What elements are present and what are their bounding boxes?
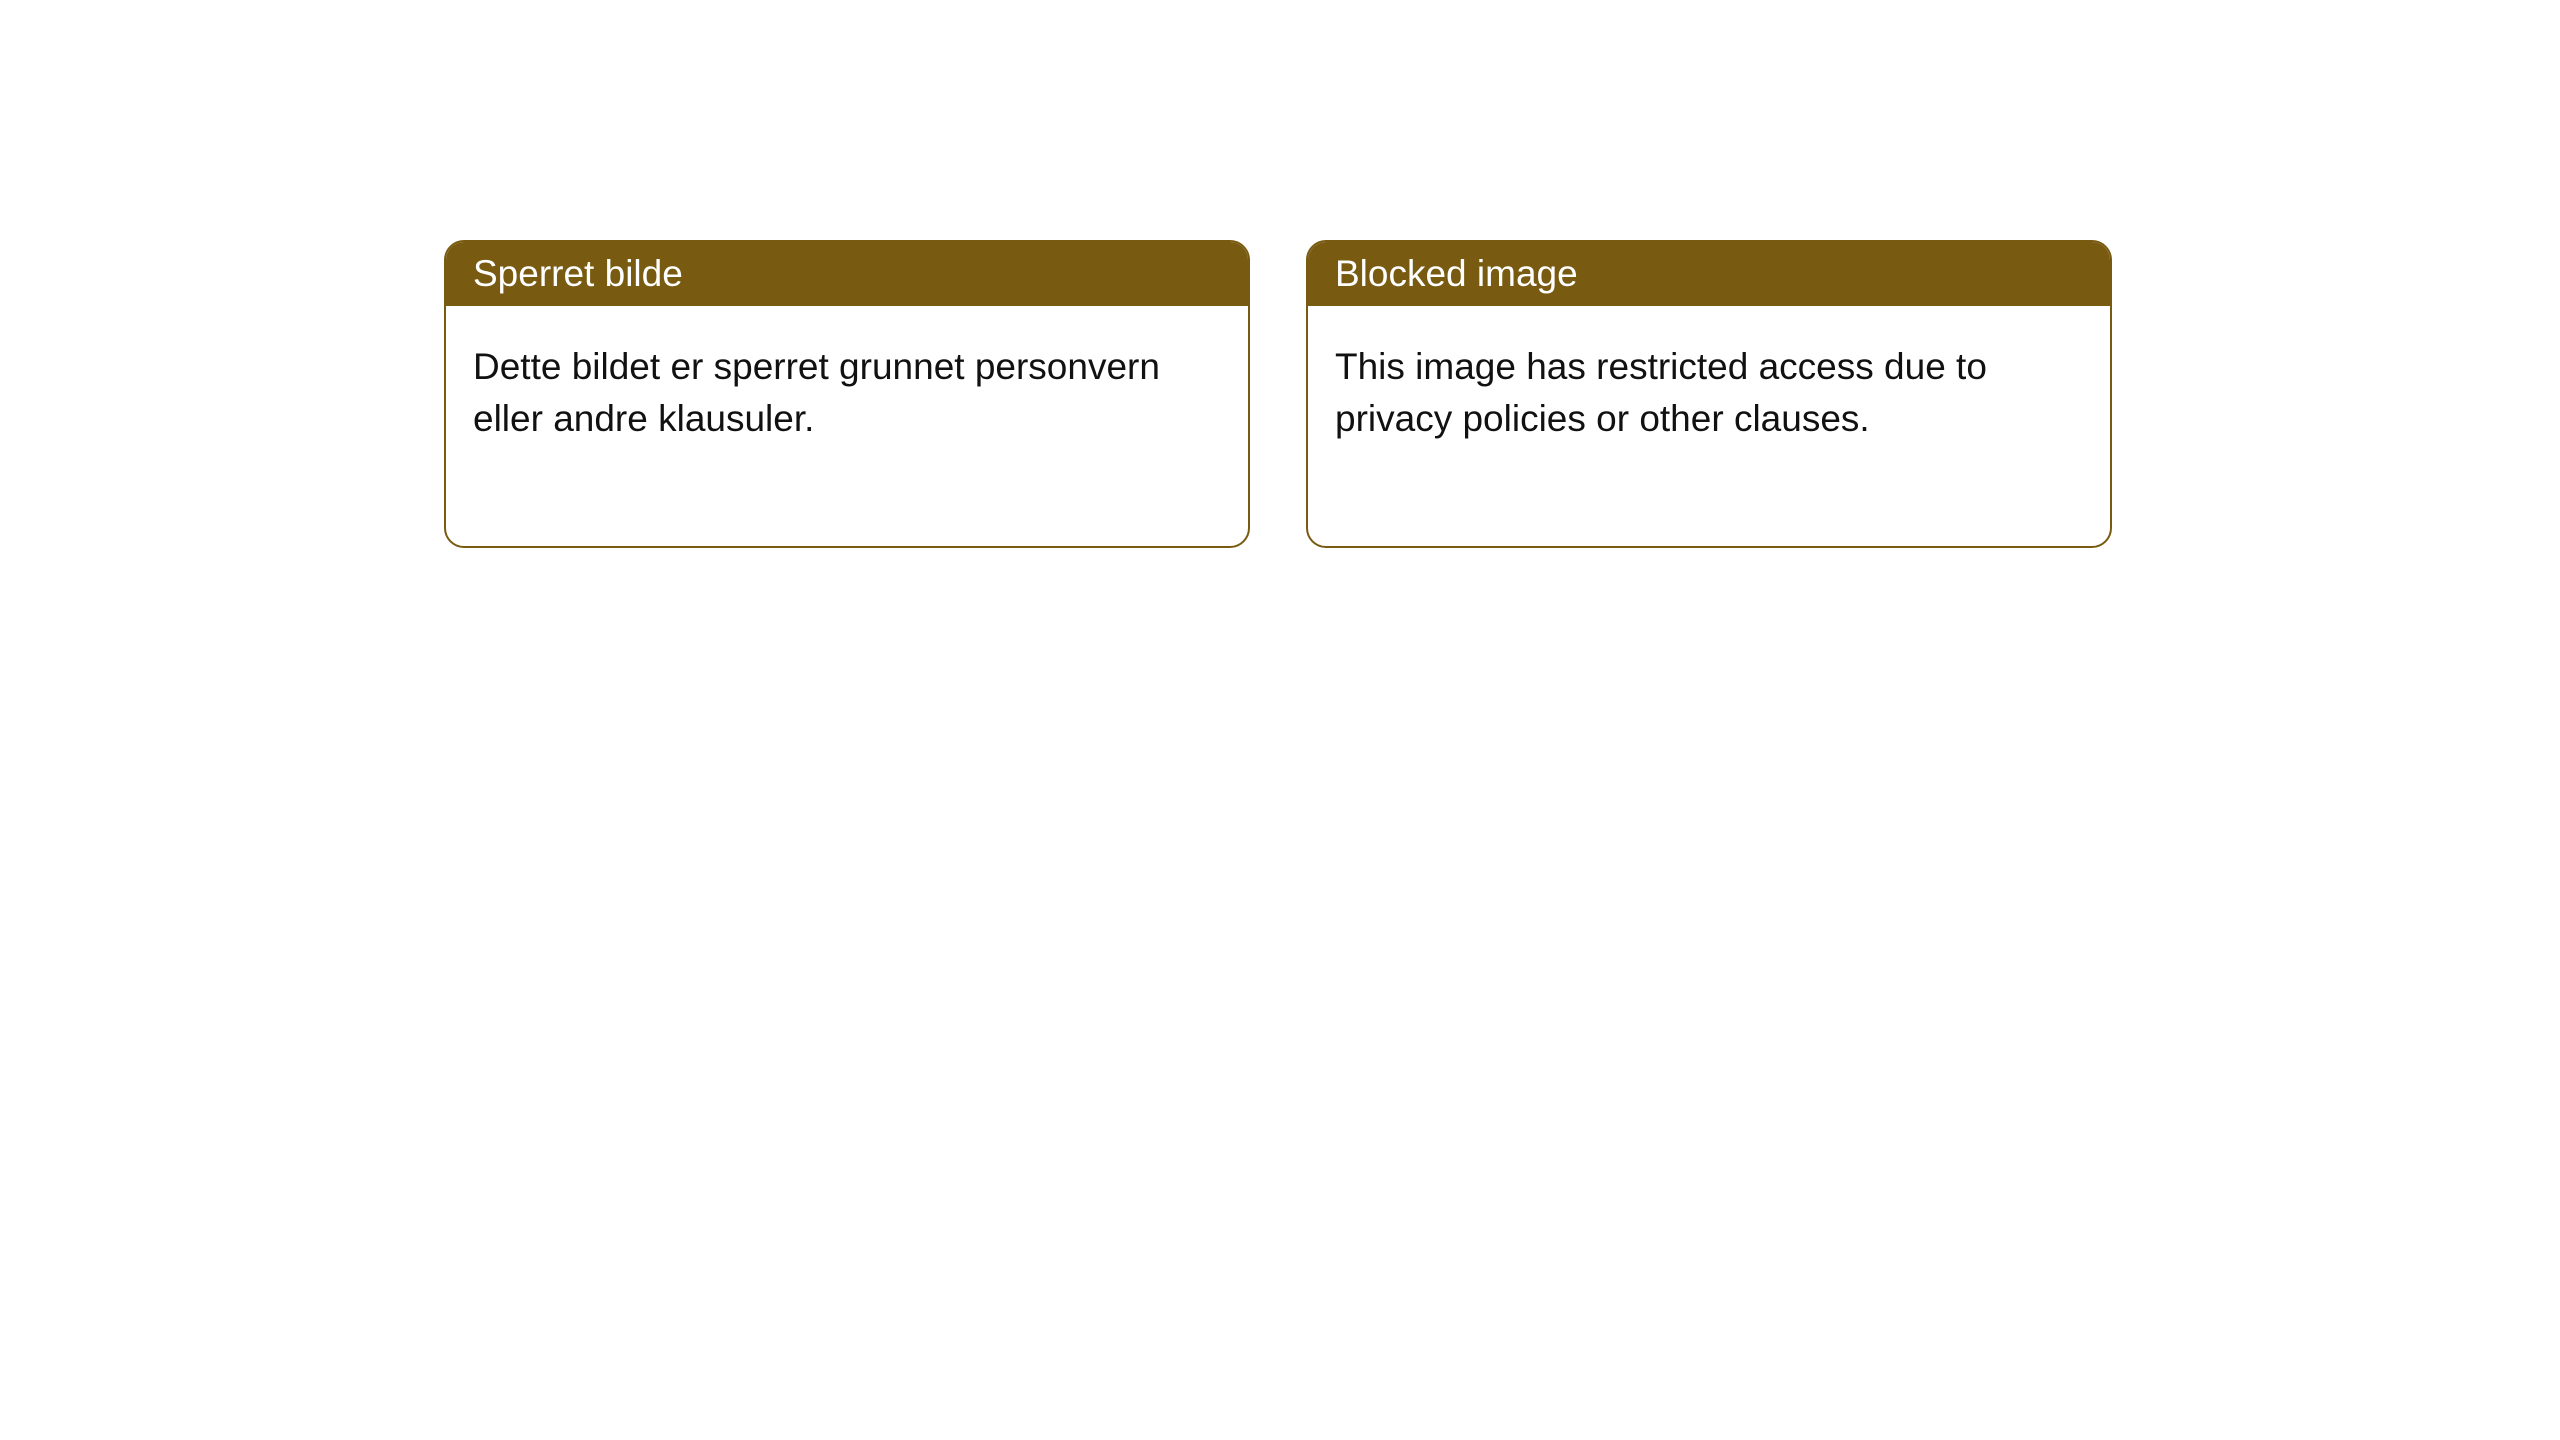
notice-body-en: This image has restricted access due to …: [1308, 306, 2110, 546]
notice-card-en: Blocked image This image has restricted …: [1306, 240, 2112, 548]
notice-card-no: Sperret bilde Dette bildet er sperret gr…: [444, 240, 1250, 548]
notice-container: Sperret bilde Dette bildet er sperret gr…: [0, 0, 2560, 548]
notice-header-no: Sperret bilde: [446, 242, 1248, 306]
notice-body-no: Dette bildet er sperret grunnet personve…: [446, 306, 1248, 546]
notice-header-en: Blocked image: [1308, 242, 2110, 306]
